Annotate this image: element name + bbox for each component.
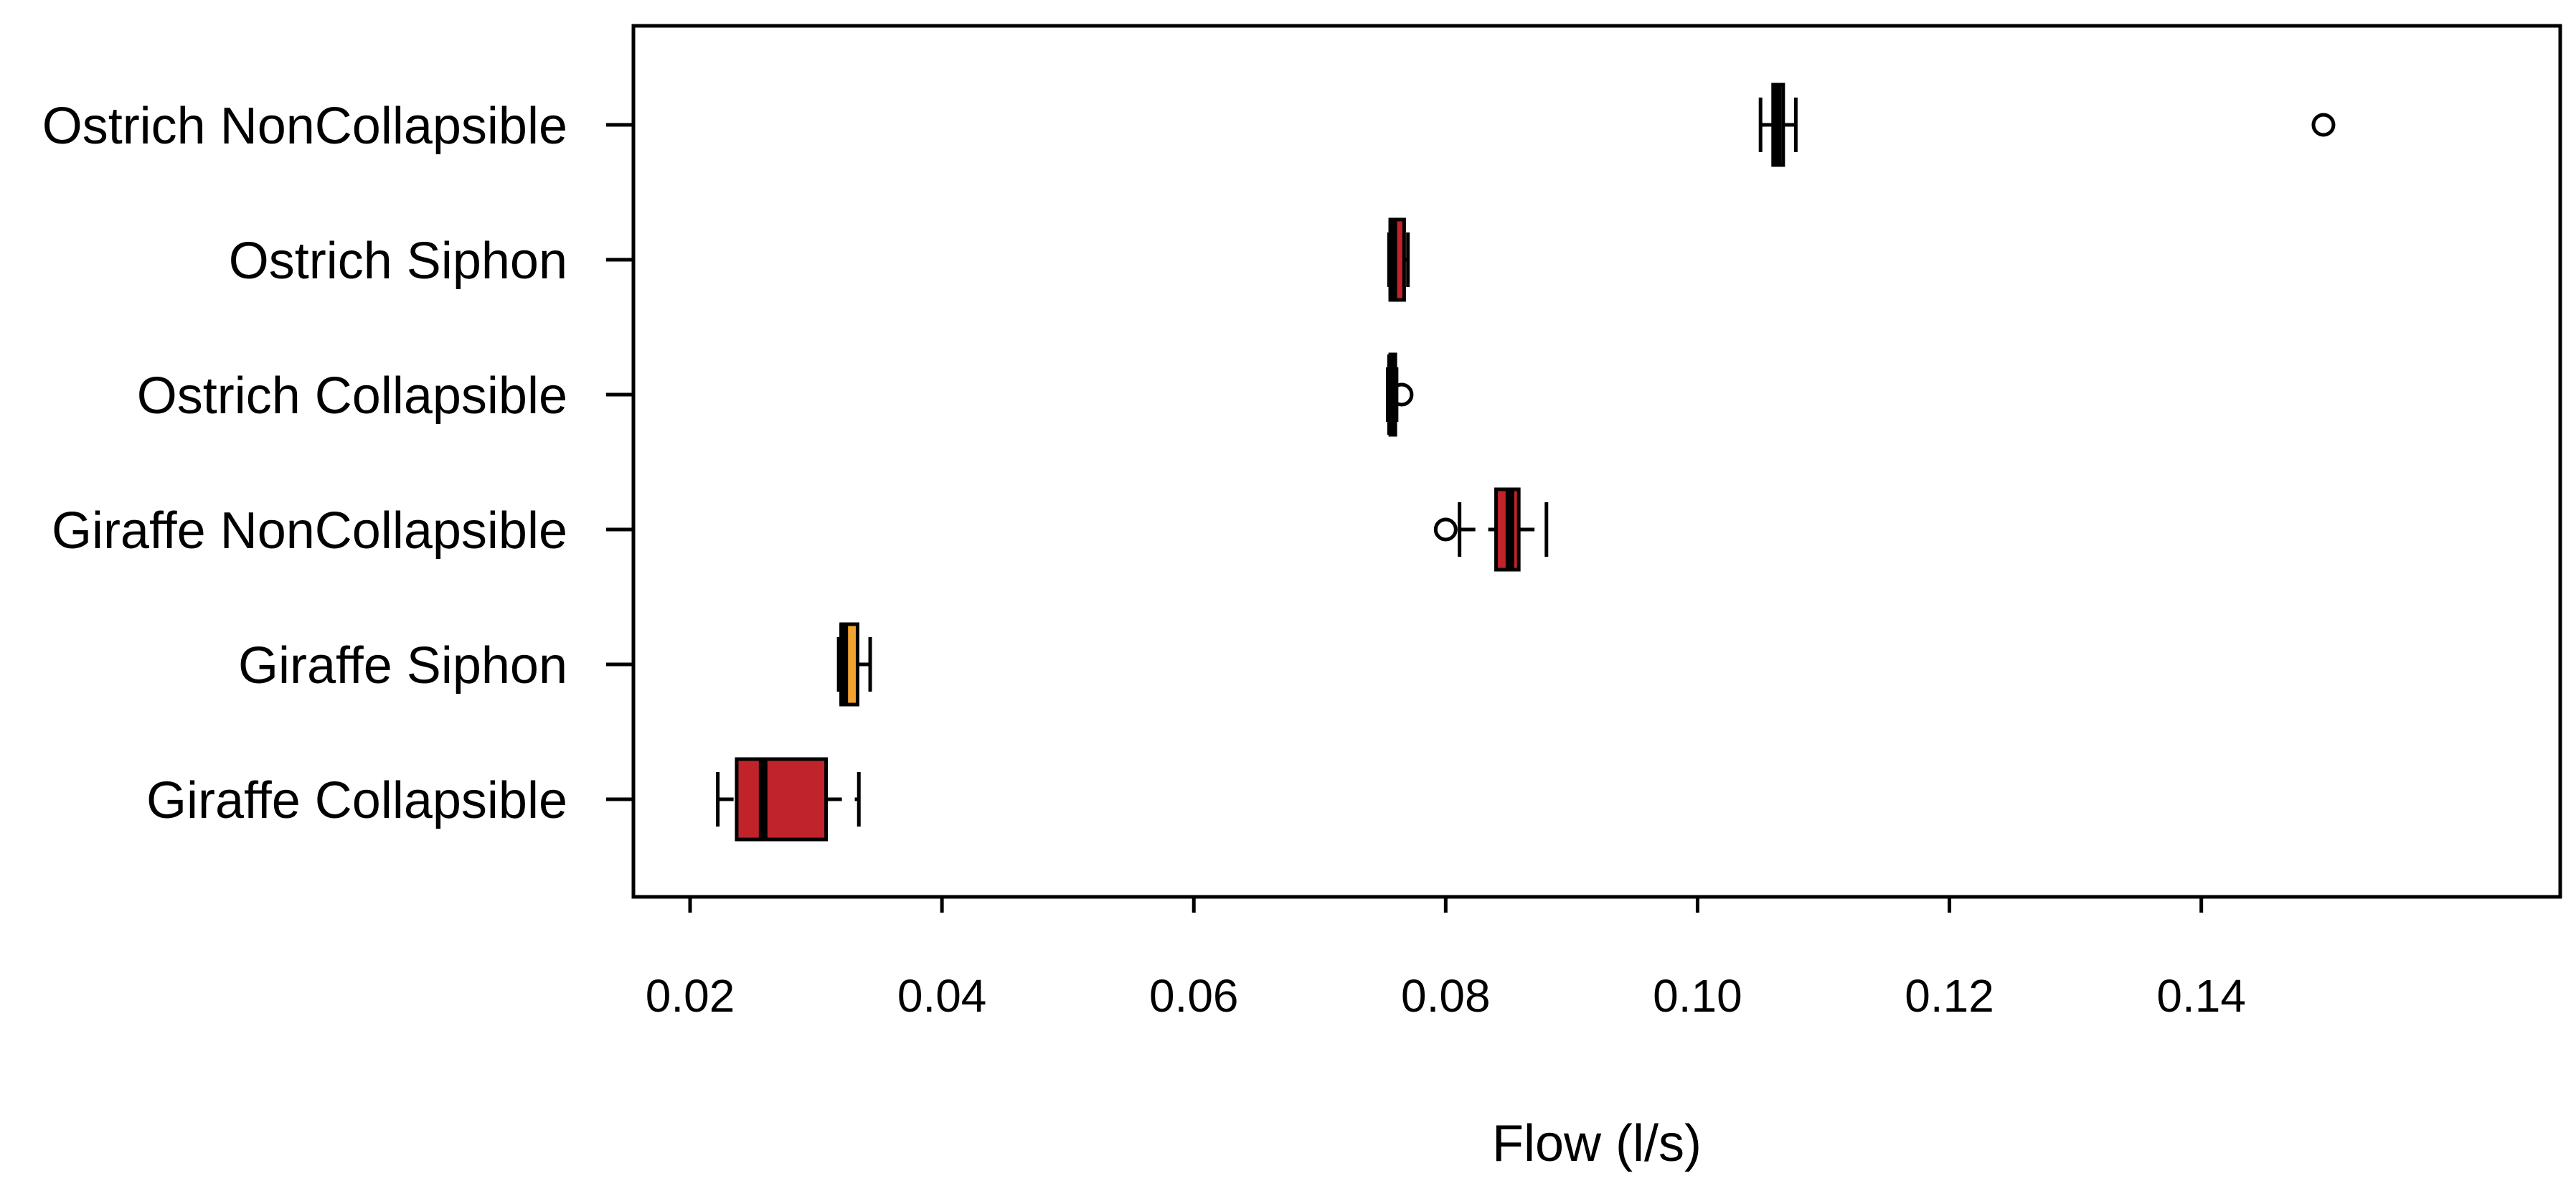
category-label: Ostrich Siphon bbox=[229, 232, 567, 290]
x-tick-label: 0.08 bbox=[1401, 970, 1491, 1022]
outlier-point bbox=[1390, 382, 1414, 407]
box-series bbox=[716, 83, 2336, 842]
box-ostrich-noncollapsible bbox=[1758, 83, 2336, 167]
box-giraffe-noncollapsible bbox=[1433, 487, 1549, 572]
x-tick-label: 0.06 bbox=[1149, 970, 1239, 1022]
x-tick-label: 0.12 bbox=[1905, 970, 1994, 1022]
category-label: Giraffe NonCollapsible bbox=[52, 502, 567, 560]
x-tick-label: 0.04 bbox=[897, 970, 987, 1022]
plot-frame bbox=[631, 24, 2562, 899]
x-tick-label: 0.10 bbox=[1653, 970, 1742, 1022]
outlier-point bbox=[1433, 517, 1458, 542]
x-tick-label: 0.14 bbox=[2156, 970, 2246, 1022]
category-label: Ostrich Collapsible bbox=[137, 367, 567, 425]
category-label: Giraffe Collapsible bbox=[146, 772, 567, 829]
box-ostrich-siphon bbox=[1387, 217, 1410, 302]
box-giraffe-collapsible bbox=[716, 757, 861, 842]
x-axis-title: Flow (l/s) bbox=[1492, 1115, 1702, 1172]
box-iqr bbox=[735, 757, 829, 842]
y-axis: Giraffe Collapsible Giraffe Siphon Giraffe… bbox=[42, 98, 633, 829]
outlier-point bbox=[2311, 113, 2336, 137]
category-label: Ostrich NonCollapsible bbox=[42, 98, 567, 155]
category-label: Giraffe Siphon bbox=[238, 637, 567, 695]
box-ostrich-collapsible bbox=[1386, 352, 1414, 437]
x-tick-label: 0.02 bbox=[646, 970, 735, 1022]
x-axis: 0.02 0.04 0.06 0.08 0.10 0.12 0.14 bbox=[646, 895, 2246, 1022]
box-giraffe-siphon bbox=[836, 622, 872, 707]
